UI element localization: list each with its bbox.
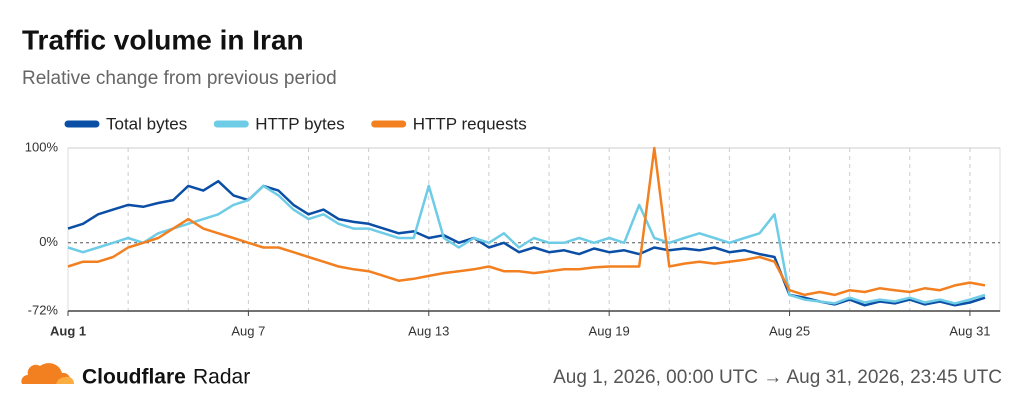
x-tick-label: Aug 7 bbox=[231, 323, 265, 338]
x-tick-label: Aug 1 bbox=[50, 323, 86, 338]
x-tick-label: Aug 13 bbox=[408, 323, 449, 338]
brand-name: Cloudflare bbox=[82, 366, 186, 389]
chart-title: Traffic volume in Iran bbox=[22, 24, 304, 55]
series-line bbox=[67, 146, 986, 297]
x-tick-label: Aug 19 bbox=[589, 323, 630, 338]
brand-logo bbox=[21, 363, 71, 384]
date-range: Aug 1, 2026, 00:00 UTC → Aug 31, 2026, 2… bbox=[553, 367, 1002, 388]
legend-label: HTTP bytes bbox=[255, 114, 344, 133]
y-tick-label: 0% bbox=[39, 234, 58, 249]
legend-label: HTTP requests bbox=[413, 114, 527, 133]
series-line bbox=[67, 184, 986, 305]
brand-product: Radar bbox=[193, 366, 250, 389]
y-tick-label: -72% bbox=[28, 302, 59, 317]
brand-logo-part bbox=[56, 376, 74, 384]
y-tick-label: 100% bbox=[25, 139, 59, 154]
brand: Cloudflare Radar bbox=[21, 363, 250, 389]
x-tick-label: Aug 25 bbox=[769, 323, 810, 338]
x-tick-label: Aug 31 bbox=[949, 323, 990, 338]
chart-subtitle: Relative change from previous period bbox=[22, 68, 337, 89]
legend-label: Total bytes bbox=[106, 114, 187, 133]
